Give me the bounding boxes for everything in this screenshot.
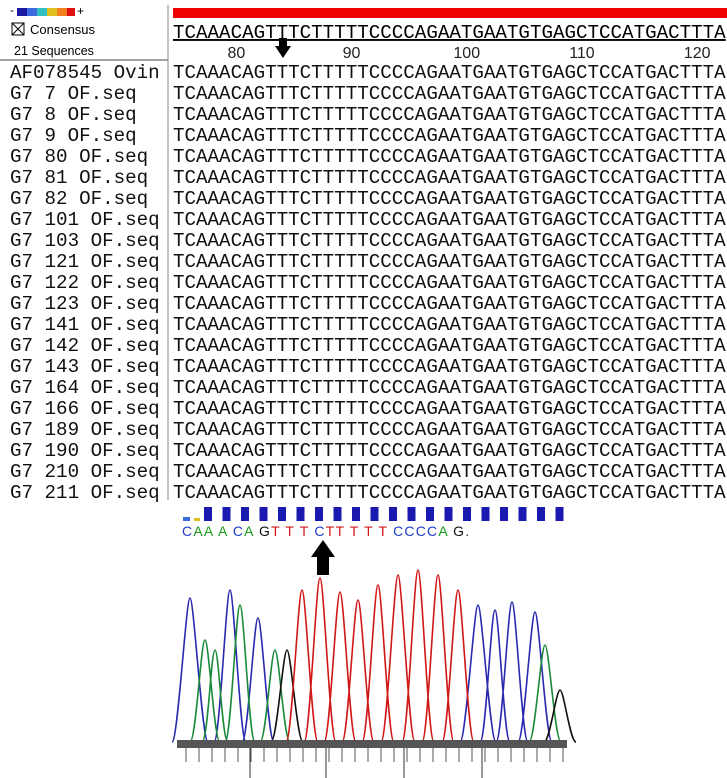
sequence-name: G7 210 OF.seq xyxy=(10,461,160,483)
scale-ticks xyxy=(186,748,563,778)
quality-bar xyxy=(556,507,564,521)
scale-swatch xyxy=(27,8,37,16)
sequence: TCAAACAGTTTCTTTTTCCCCAGAATGAATGTGAGCTCCA… xyxy=(173,398,726,420)
quality-bar xyxy=(297,507,305,521)
base-calls: CAA A CA GT T T CTT T T T CCCCA G. xyxy=(182,523,470,539)
sequence-name: G7 164 OF.seq xyxy=(10,377,160,399)
sequence: TCAAACAGTTTCTTTTTCCCCAGAATGAATGTGAGCTCCA… xyxy=(173,482,726,504)
sequence: TCAAACAGTTTCTTTTTCCCCAGAATGAATGTGAGCTCCA… xyxy=(173,251,726,273)
sequence: TCAAACAGTTTCTTTTTCCCCAGAATGAATGTGAGCTCCA… xyxy=(173,230,726,252)
quality-bar xyxy=(241,507,249,521)
sequence-name: G7 122 OF.seq xyxy=(10,272,160,294)
scale-plus: + xyxy=(77,4,84,18)
sequence: TCAAACAGTTTCTTTTTCCCCAGAATGAATGTGAGCTCCA… xyxy=(173,461,726,483)
trace xyxy=(286,570,474,742)
quality-bar xyxy=(194,518,200,521)
quality-bar xyxy=(500,507,508,521)
sequence-name: G7 190 OF.seq xyxy=(10,440,160,462)
sequence: TCAAACAGTTTCTTTTTCCCCAGAATGAATGTGAGCTCCA… xyxy=(173,335,726,357)
sequence-name: G7 189 OF.seq xyxy=(10,419,160,441)
sequence-name: G7 141 OF.seq xyxy=(10,314,160,336)
quality-bars xyxy=(183,507,564,521)
quality-bar xyxy=(334,507,342,521)
quality-bar xyxy=(445,507,453,521)
sequence-name: G7 101 OF.seq xyxy=(10,209,160,231)
quality-bar xyxy=(426,507,434,521)
sequence: TCAAACAGTTTCTTTTTCCCCAGAATGAATGTGAGCTCCA… xyxy=(173,83,726,105)
sequence-name: G7 8 OF.seq xyxy=(10,104,137,126)
alignment-rows: AF078545 Ovin TCAAACAGTTTCTTTTTCCCCAGAATG… xyxy=(10,62,726,504)
quality-bar xyxy=(519,507,527,521)
sequence: TCAAACAGTTTCTTTTTCCCCAGAATGAATGTGAGCTCCA… xyxy=(173,62,726,84)
sequence-name: G7 81 OF.seq xyxy=(10,167,148,189)
consensus-checkbox[interactable]: Consensus xyxy=(12,22,96,37)
scale-bar xyxy=(177,740,567,748)
quality-bar xyxy=(204,507,212,521)
sequence: TCAAACAGTTTCTTTTTCCCCAGAATGAATGTGAGCTCCA… xyxy=(173,104,726,126)
ruler: 80 90 100 110 120 xyxy=(227,45,710,62)
quality-bar xyxy=(463,507,471,521)
sequence: TCAAACAGTTTCTTTTTCCCCAGAATGAATGTGAGCTCCA… xyxy=(173,167,726,189)
ruler-label: 120 xyxy=(684,45,711,62)
ruler-label: 80 xyxy=(227,45,245,62)
sequence: TCAAACAGTTTCTTTTTCCCCAGAATGAATGTGAGCTCCA… xyxy=(173,209,726,231)
sequence: TCAAACAGTTTCTTTTTCCCCAGAATGAATGTGAGCTCCA… xyxy=(173,419,726,441)
alignment-view: - + Consensus 21 Sequences TCAAACAGTTTCT… xyxy=(0,0,727,778)
sequence-name: G7 80 OF.seq xyxy=(10,146,148,168)
sequence-name: G7 103 OF.seq xyxy=(10,230,160,252)
sequence-name: AF078545 Ovin xyxy=(10,62,160,84)
coverage-bar xyxy=(173,8,727,18)
quality-bar xyxy=(408,507,416,521)
quality-bar xyxy=(482,507,490,521)
ruler-label: 90 xyxy=(343,45,361,62)
sequence: TCAAACAGTTTCTTTTTCCCCAGAATGAATGTGAGCTCCA… xyxy=(173,356,726,378)
position-arrow xyxy=(311,540,335,575)
sequence-name: G7 7 OF.seq xyxy=(10,83,137,105)
consensus-sequence: TCAAACAGTTTCTTTTTCCCCAGAATGAATGTGAGCTCCA… xyxy=(173,22,726,44)
quality-bar xyxy=(223,507,231,521)
scale-swatch xyxy=(37,8,47,16)
trace xyxy=(271,650,576,742)
sequence: TCAAACAGTTTCTTTTTCCCCAGAATGAATGTGAGCTCCA… xyxy=(173,188,726,210)
ruler-label: 110 xyxy=(569,45,595,62)
consensus-label: Consensus xyxy=(30,22,96,37)
scale-swatch xyxy=(67,8,75,16)
quality-bar xyxy=(183,517,190,521)
quality-bar xyxy=(389,507,397,521)
traces xyxy=(172,570,576,742)
ruler-label: 100 xyxy=(453,45,480,62)
sequence: TCAAACAGTTTCTTTTTCCCCAGAATGAATGTGAGCTCCA… xyxy=(173,440,726,462)
sequence: TCAAACAGTTTCTTTTTCCCCAGAATGAATGTGAGCTCCA… xyxy=(173,293,726,315)
sequence: TCAAACAGTTTCTTTTTCCCCAGAATGAATGTGAGCTCCA… xyxy=(173,272,726,294)
sequence: TCAAACAGTTTCTTTTTCCCCAGAATGAATGTGAGCTCCA… xyxy=(173,146,726,168)
scale-minus: - xyxy=(10,3,14,17)
quality-bar xyxy=(352,507,360,521)
sequence-count: 21 Sequences xyxy=(14,44,94,58)
sequence-name: G7 9 OF.seq xyxy=(10,125,137,147)
sequence-name: G7 142 OF.seq xyxy=(10,335,160,357)
quality-scale: - + xyxy=(10,3,84,18)
chromatogram: CAA A CA GT T T CTT T T T CCCCA G. xyxy=(172,507,576,778)
sequence-name: G7 123 OF.seq xyxy=(10,293,160,315)
sequence-name: G7 121 OF.seq xyxy=(10,251,160,273)
scale-swatch xyxy=(47,8,57,16)
quality-bar xyxy=(260,507,268,521)
sequence: TCAAACAGTTTCTTTTTCCCCAGAATGAATGTGAGCTCCA… xyxy=(173,125,726,147)
sequence-name: G7 211 OF.seq xyxy=(10,482,160,504)
sequence: TCAAACAGTTTCTTTTTCCCCAGAATGAATGTGAGCTCCA… xyxy=(173,314,726,336)
sequence-name: G7 143 OF.seq xyxy=(10,356,160,378)
sequence-name: G7 166 OF.seq xyxy=(10,398,160,420)
quality-bar xyxy=(371,507,379,521)
scale-swatch xyxy=(57,8,67,16)
sequence: TCAAACAGTTTCTTTTTCCCCAGAATGAATGTGAGCTCCA… xyxy=(173,377,726,399)
scale-swatch xyxy=(17,8,27,16)
quality-bar xyxy=(278,507,286,521)
quality-bar xyxy=(537,507,545,521)
quality-bar xyxy=(315,507,323,521)
sequence-name: G7 82 OF.seq xyxy=(10,188,148,210)
